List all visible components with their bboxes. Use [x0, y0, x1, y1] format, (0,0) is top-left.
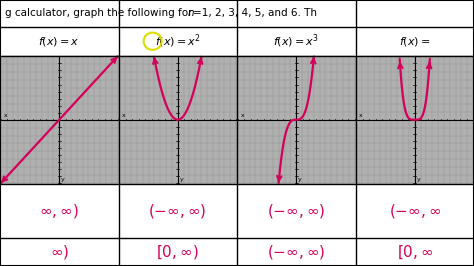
- Text: $\infty)$: $\infty)$: [50, 243, 69, 261]
- Bar: [0, 0, 474, 27]
- Text: y: y: [417, 177, 420, 182]
- Text: $f(x) = x$: $f(x) = x$: [38, 35, 80, 48]
- Text: x: x: [359, 113, 363, 118]
- Text: y: y: [298, 177, 302, 182]
- Text: g calculator, graph the following for: g calculator, graph the following for: [5, 8, 195, 18]
- Bar: [356, 56, 473, 183]
- Text: $(-\infty,\infty)$: $(-\infty,\infty)$: [148, 202, 207, 220]
- Text: x: x: [122, 113, 126, 118]
- Text: =1, 2, 3, 4, 5, and 6. Th: =1, 2, 3, 4, 5, and 6. Th: [193, 8, 318, 18]
- Bar: [0, 27, 474, 56]
- Text: y: y: [61, 177, 65, 182]
- Text: x: x: [240, 113, 244, 118]
- Text: $f(x) = x^2$: $f(x) = x^2$: [155, 32, 201, 50]
- Text: $[0,\infty$: $[0,\infty$: [397, 243, 433, 261]
- Text: n: n: [187, 8, 194, 18]
- Text: $\infty,\infty)$: $\infty,\infty)$: [39, 202, 79, 220]
- Text: $f(x) =$: $f(x) =$: [399, 35, 430, 48]
- Text: $f(x) = x^3$: $f(x) = x^3$: [273, 32, 319, 50]
- Bar: [0, 184, 474, 238]
- Bar: [238, 56, 355, 183]
- Text: $[0,\infty)$: $[0,\infty)$: [156, 243, 199, 261]
- Bar: [0, 238, 474, 266]
- Text: $(-\infty,\infty)$: $(-\infty,\infty)$: [267, 243, 326, 261]
- Bar: [119, 56, 236, 183]
- Text: x: x: [3, 113, 7, 118]
- Text: $(-\infty,\infty)$: $(-\infty,\infty)$: [267, 202, 326, 220]
- Bar: [1, 56, 118, 183]
- Text: y: y: [180, 177, 183, 182]
- Text: $(-\infty,\infty$: $(-\infty,\infty$: [389, 202, 441, 220]
